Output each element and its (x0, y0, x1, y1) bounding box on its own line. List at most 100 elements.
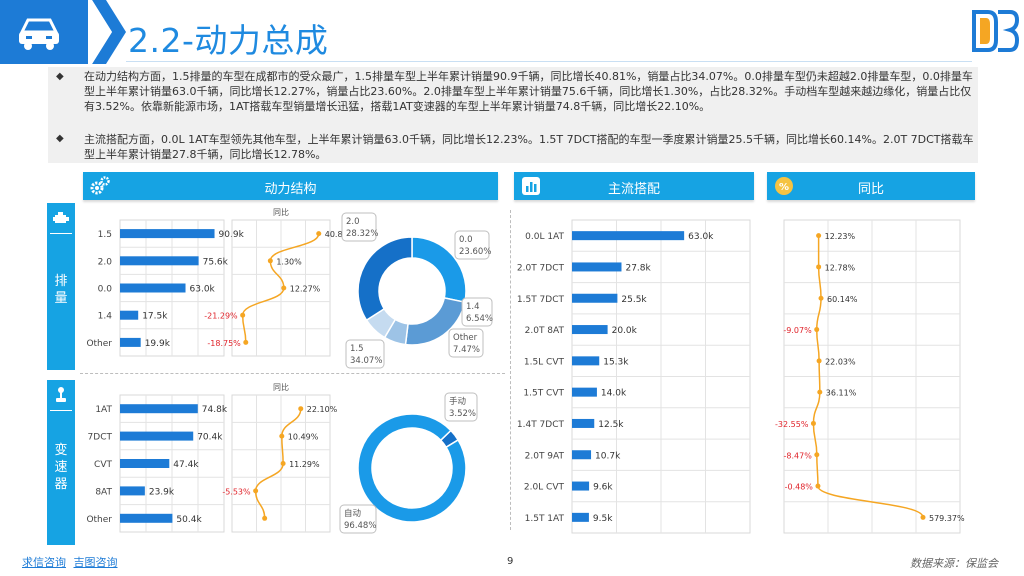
displacement-share-callout-value: 7.47% (453, 345, 480, 355)
panel-header-power: 动力结构 (83, 172, 498, 200)
transmission-sales-bar (120, 404, 198, 414)
transmission-yoy-point (279, 433, 285, 439)
db-logo-icon (972, 10, 1020, 52)
combo-sales-value-label: 25.5k (621, 295, 647, 305)
transmission-yoy-point (253, 488, 259, 494)
combo-sales-bar (572, 418, 595, 428)
header-divider (126, 61, 972, 62)
svg-text:%: % (779, 182, 789, 193)
panel-header-yoy: % 同比 (767, 172, 975, 200)
combo-yoy-point (920, 514, 926, 520)
displacement-share-callout-value: 23.60% (459, 247, 491, 257)
footer-link-1[interactable]: 求信咨询 (22, 556, 66, 569)
displacement-sales-bar (120, 337, 141, 347)
transmission-sales-category-label: 7DCT (88, 433, 113, 443)
engine-icon (53, 212, 69, 223)
combo-yoy-data-label: 60.14% (827, 295, 858, 304)
footer-link-2[interactable]: 吉图咨询 (73, 556, 118, 569)
transmission-sales-value-label: 47.4k (173, 460, 199, 470)
section-separator (80, 373, 505, 374)
summary-paragraph-2: 主流搭配方面，0.0L 1AT车型领先其他车型，上半年累计销量63.0千辆，同比… (84, 133, 974, 161)
displacement-share-callout-box (454, 230, 490, 260)
car-icon (19, 18, 59, 50)
combo-yoy-data-label: -0.48% (785, 483, 814, 492)
combo-sales-bar (572, 481, 590, 491)
combo-sales-value-label: 63.0k (688, 232, 714, 242)
displacement-share-callout-value: 34.07% (350, 356, 382, 366)
displacement-yoy-point (316, 231, 322, 237)
transmission-sales-value-label: 50.4k (176, 515, 202, 525)
combo-sales-value-label: 9.6k (593, 483, 613, 493)
transmission-sales-bar (120, 459, 170, 468)
combo-sales-value-label: 15.3k (603, 357, 629, 367)
displacement-yoy-data-label: 12.27% (290, 285, 321, 294)
combo-yoy-data-label: 22.03% (825, 357, 856, 366)
displacement-sales-category-label: 0.0 (98, 285, 113, 295)
transmission-sales-category-label: 1AT (95, 405, 112, 415)
panel-title-yoy: 同比 (857, 182, 884, 197)
combo-sales-category-label: 2.0T 8AT (525, 326, 565, 336)
combo-sales-bar (572, 512, 589, 522)
combo-yoy-point (815, 483, 821, 489)
combo-sales-bar (572, 356, 600, 366)
displacement-share-callout-value: 28.32% (346, 229, 378, 239)
combo-sales-bar (572, 293, 618, 303)
displacement-yoy-point (243, 339, 249, 345)
displacement-share-slice (357, 236, 413, 322)
combo-yoy-point (816, 264, 822, 270)
combo-sales-category-label: 1.5T 7DCT (517, 295, 565, 305)
combo-yoy-point (816, 358, 822, 364)
displacement-share-callout-value: 6.54% (466, 314, 493, 324)
displacement-sales-category-label: 2.0 (98, 257, 113, 267)
transmission-share-slice (357, 413, 467, 523)
displacement-sales-bar (120, 256, 199, 266)
page-number: 9 (507, 556, 514, 567)
displacement-yoy-data-label: -18.75% (207, 339, 241, 348)
combo-yoy-data-label: -8.47% (784, 451, 813, 460)
transmission-sales-value-label: 74.8k (202, 405, 228, 415)
transmission-share-callout-category: 自动 (344, 508, 362, 519)
combo-sales-category-label: 1.4T 7DCT (517, 420, 565, 430)
transmission-yoy-data-label: 11.29% (289, 460, 320, 469)
combo-sales-category-label: 1.5L CVT (524, 357, 565, 367)
combo-yoy-point (816, 233, 822, 239)
combo-yoy-line (812, 235, 924, 518)
displacement-yoy-title: 同比 (273, 207, 289, 217)
panel-title-power: 动力结构 (264, 182, 317, 197)
transmission-sales-value-label: 70.4k (197, 433, 223, 443)
side-label-displacement: 排量 (47, 203, 75, 370)
displacement-sales-value-label: 17.5k (142, 312, 168, 322)
transmission-yoy-point (262, 515, 268, 521)
combo-sales-bar (572, 262, 622, 272)
displacement-share-callout-box (448, 328, 484, 358)
displacement-sales-category-label: 1.5 (98, 230, 112, 240)
combo-sales-value-label: 10.7k (595, 451, 621, 461)
summary-paragraph-1: 在动力结构方面，1.5排量的车型在成都市的受众最广，1.5排量车型上半年累计销量… (84, 70, 973, 113)
displacement-sales-bar (120, 283, 186, 293)
transmission-share-callout-box (339, 504, 377, 534)
transmission-sales-value-label: 23.9k (149, 487, 175, 497)
transmission-share-callout-category: 手动 (449, 396, 467, 407)
combo-yoy-data-label: 579.37% (929, 514, 965, 523)
transmission-yoy-data-label: 10.49% (288, 433, 319, 442)
combo-yoy-point (814, 452, 820, 458)
side-label-transmission: 变速器 (47, 380, 75, 545)
transmission-sales-category-label: Other (86, 515, 112, 525)
displacement-sales-category-label: Other (86, 339, 112, 349)
panel-title-combo: 主流搭配 (607, 182, 660, 197)
displacement-yoy-point (240, 312, 246, 318)
combo-sales-category-label: 2.0L CVT (524, 483, 565, 493)
combo-sales-bar (572, 231, 685, 241)
combo-sales-bar (572, 325, 608, 335)
displacement-share-callout-box (341, 212, 377, 242)
combo-sales-bar (572, 387, 597, 397)
side-label-displacement-text: 排量 (54, 274, 68, 306)
combo-yoy-point (817, 389, 823, 395)
combo-sales-category-label: 2.0T 9AT (525, 451, 565, 461)
transmission-sales-category-label: CVT (94, 460, 112, 470)
displacement-yoy-data-label: 1.30% (276, 257, 302, 266)
combo-yoy-point (818, 295, 824, 301)
transmission-yoy-point (298, 406, 304, 412)
displacement-yoy-point (267, 258, 273, 264)
